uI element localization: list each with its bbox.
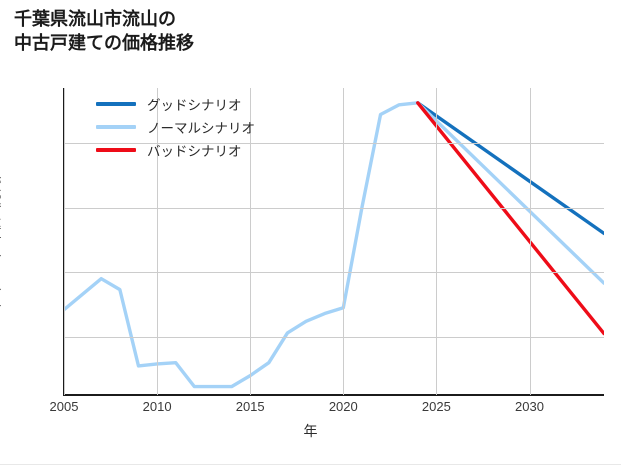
legend-item-good[interactable]: グッドシナリオ — [96, 92, 255, 115]
legend-label-good: グッドシナリオ — [147, 97, 242, 113]
gridline-v — [250, 88, 252, 395]
legend-item-normal[interactable]: ノーマルシナリオ — [96, 115, 255, 138]
gridline-v — [64, 88, 65, 395]
legend-label-bad: バッドシナリオ — [147, 143, 242, 159]
gridline-h — [64, 336, 604, 338]
page-title: 千葉県流山市流山の 中古戸建ての価格推移 — [14, 9, 194, 53]
legend-label-normal: ノーマルシナリオ — [147, 120, 255, 136]
gridline-v — [436, 88, 438, 395]
x-tick-label: 2030 — [515, 399, 544, 414]
legend-item-bad[interactable]: バッドシナリオ — [96, 138, 255, 161]
plot-area — [63, 88, 604, 396]
x-tick-label: 2025 — [421, 399, 451, 414]
series-lines — [64, 101, 604, 389]
y-axis-title: 坪（3.3㎡）単価（万円） — [0, 165, 3, 315]
series-line-ノーマルシナリオ — [416, 101, 604, 285]
legend-swatch-good-icon — [96, 101, 136, 106]
gridline-v — [157, 88, 159, 395]
x-tick-label: 2015 — [235, 399, 265, 414]
gridline-v — [343, 88, 345, 395]
gridline-h — [64, 207, 604, 209]
x-axis-line — [63, 394, 604, 396]
x-axis-title: 年 — [303, 423, 318, 439]
x-tick-label: 2010 — [142, 399, 172, 414]
x-tick-label: 2020 — [328, 399, 358, 414]
gridline-h — [64, 272, 604, 274]
gridline-h — [64, 142, 604, 144]
chart-legend: グッドシナリオ ノーマルシナリオ バッドシナリオ — [96, 92, 255, 161]
x-tick-label: 2005 — [49, 399, 79, 414]
series-line-バッドシナリオ — [416, 101, 604, 336]
series-line-グッドシナリオ — [416, 101, 604, 236]
legend-swatch-bad-icon — [96, 147, 136, 152]
gridline-v — [529, 88, 531, 395]
legend-swatch-normal-icon — [96, 124, 136, 129]
series-line-実績（ノーマル履歴） — [64, 101, 420, 389]
